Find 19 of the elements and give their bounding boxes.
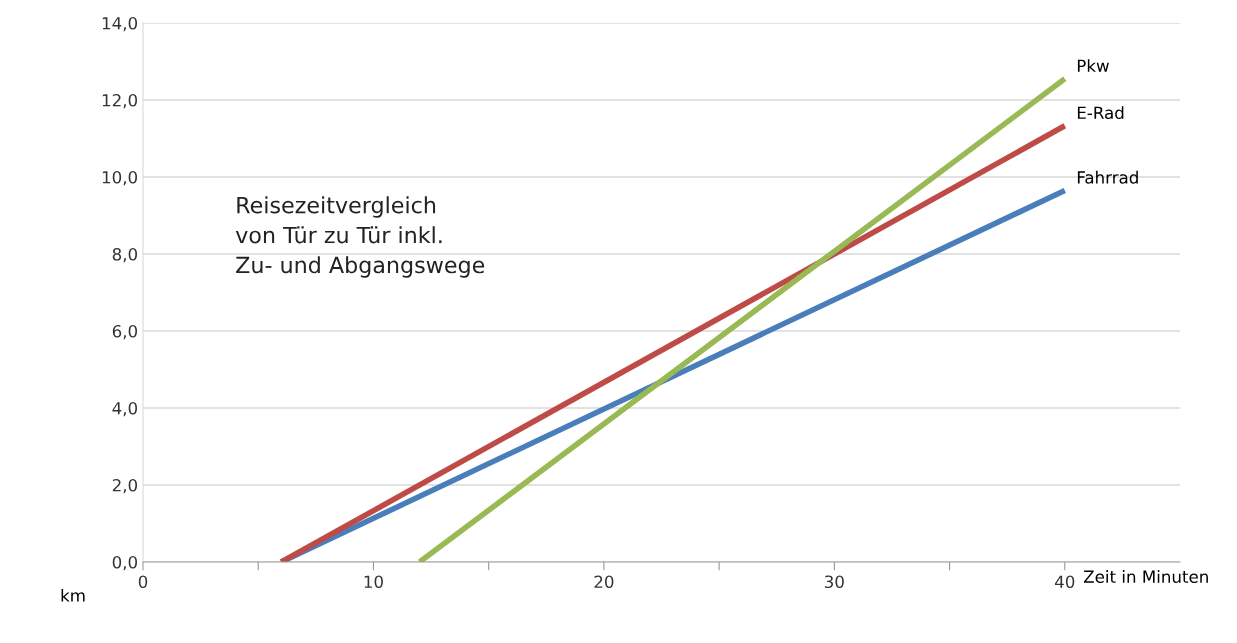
- y-tick-label: 8,0: [112, 247, 138, 263]
- x-tick-label: 40: [1054, 575, 1075, 589]
- y-tick-label: 10,0: [102, 170, 138, 186]
- x-tick-label: 10: [364, 575, 383, 589]
- series-label: E-Rad: [1077, 106, 1124, 120]
- x-tick-label: 30: [825, 575, 844, 589]
- x-tick-label: 20: [594, 575, 614, 589]
- x-axis-title: Zeit in Minuten: [1083, 570, 1208, 583]
- x-tick-label: 0: [138, 575, 148, 589]
- y-tick-label: 2,0: [112, 478, 138, 494]
- y-tick-label: 4,0: [112, 401, 138, 417]
- y-tick-label: 6,0: [112, 324, 138, 340]
- y-tick-label: 0,0: [112, 555, 138, 571]
- series-label: Fahrrad: [1077, 170, 1138, 184]
- y-tick-label: 14,0: [102, 16, 138, 32]
- y-axis-title: km: [61, 588, 85, 602]
- annotation: Reisezeitvergleich von Tür zu Tür inkl. Zu- und Abgangswege: [235, 196, 485, 278]
- series-label: Pkw: [1077, 59, 1109, 72]
- y-tick-label: 12,0: [102, 93, 138, 109]
